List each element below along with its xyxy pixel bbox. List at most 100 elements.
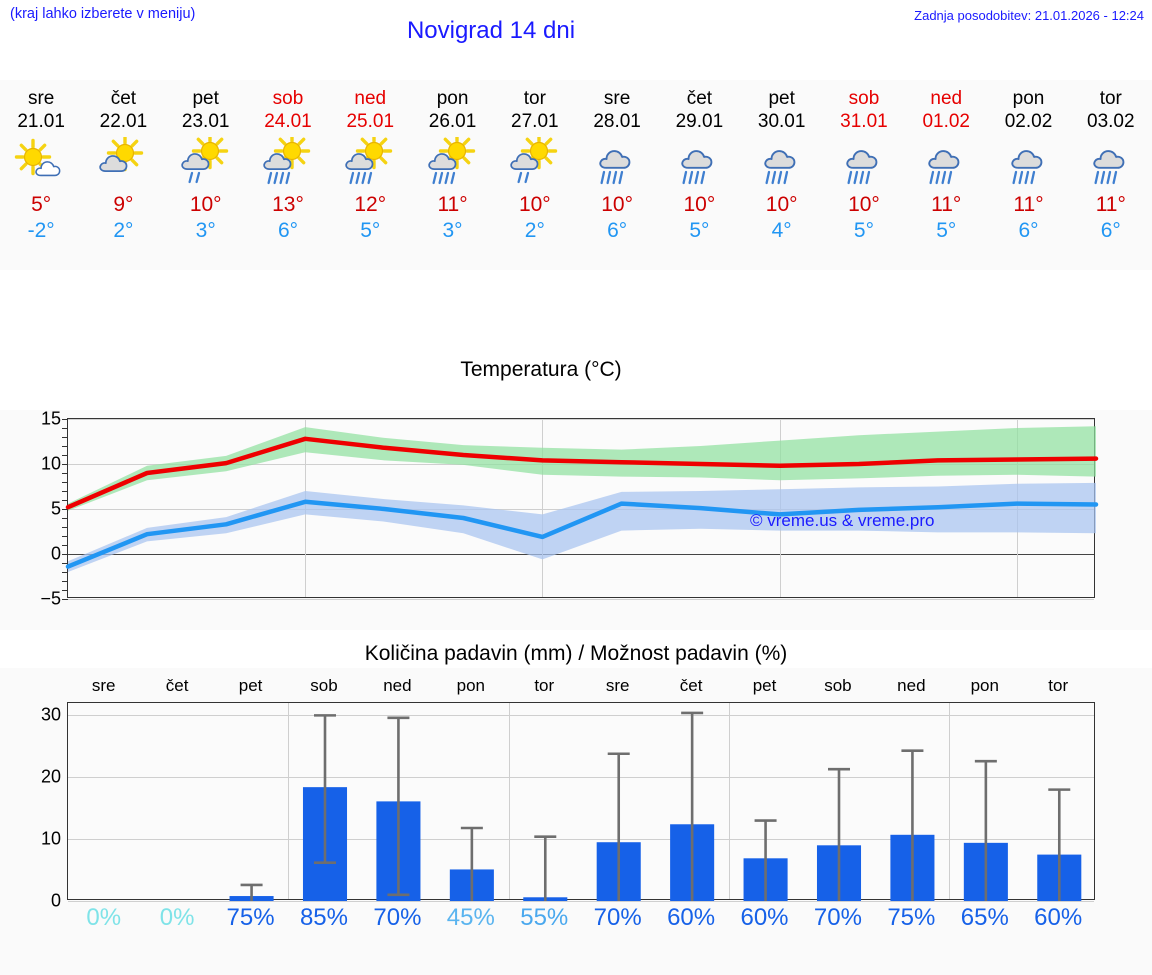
day-temp-min: 5° bbox=[360, 219, 381, 242]
precipitation-day-label: tor bbox=[1048, 676, 1069, 695]
day-temp-max: 9° bbox=[113, 193, 134, 216]
y-axis-minor-tick bbox=[62, 563, 68, 564]
day-name: tor bbox=[1099, 88, 1122, 109]
day-name: sre bbox=[603, 88, 631, 109]
y-axis-minor-tick bbox=[62, 491, 68, 492]
day-column[interactable]: čet 22.01 9° 2° bbox=[82, 80, 164, 270]
y-axis-minor-tick bbox=[62, 437, 68, 438]
day-column[interactable]: tor 27.01 10° 2° bbox=[494, 80, 576, 270]
vertical-gridline bbox=[288, 703, 290, 899]
day-temp-max: 11° bbox=[437, 193, 468, 216]
precipitation-day-labels: sre čet pet sob ned pon tor sre čet pet sob ned pon t… bbox=[67, 676, 1095, 696]
y-axis-tick-label: −5 bbox=[40, 588, 61, 609]
y-axis-minor-tick bbox=[62, 464, 68, 465]
precipitation-probability: 55% bbox=[520, 904, 569, 931]
day-column[interactable]: sob 31.01 10° 5° bbox=[823, 80, 905, 270]
precipitation-probability: 85% bbox=[299, 904, 348, 931]
precipitation-day-label: pon bbox=[456, 676, 485, 695]
day-column[interactable]: pon 26.01 11° 3° bbox=[411, 80, 493, 270]
precipitation-chart: 30 20 10 0 bbox=[41, 702, 1095, 911]
day-name: ned bbox=[354, 88, 387, 109]
vertical-gridline bbox=[542, 419, 544, 597]
day-column[interactable]: ned 25.01 12° 5° bbox=[329, 80, 411, 270]
day-column[interactable]: tor 03.02 11° 6° bbox=[1070, 80, 1152, 270]
precipitation-day-label: pet bbox=[752, 676, 777, 695]
watermark: © vreme.us & vreme.pro bbox=[750, 511, 935, 530]
y-axis-minor-tick bbox=[62, 428, 68, 429]
location-menu-note[interactable]: (kraj lahko izberete v meniju) bbox=[10, 6, 196, 22]
day-date: 21.01 bbox=[17, 111, 65, 132]
day-name: čet bbox=[110, 88, 137, 109]
day-date: 26.01 bbox=[428, 111, 477, 132]
vertical-gridline bbox=[949, 703, 951, 899]
temperature-chart-panel: Temperatura (°C) 15 10 5 0 −5 © vreme.us & v… bbox=[0, 358, 1152, 630]
day-name: sob bbox=[272, 88, 304, 109]
day-column[interactable]: ned 01.02 11° 5° bbox=[905, 80, 987, 270]
precipitation-day-label: čet bbox=[679, 676, 703, 695]
page-title-text: Novigrad 14 dni bbox=[406, 17, 576, 44]
day-temp-min: 6° bbox=[607, 219, 628, 242]
precipitation-day-label: sob bbox=[310, 676, 338, 695]
day-column[interactable]: pet 30.01 10° 4° bbox=[741, 80, 823, 270]
day-temp-max: 11° bbox=[1013, 193, 1044, 216]
y-axis-minor-tick bbox=[62, 536, 68, 537]
precipitation-day-label: sre bbox=[91, 676, 116, 695]
temperature-line bbox=[65, 499, 1099, 569]
day-temp-max: 5° bbox=[31, 193, 52, 216]
vertical-gridline bbox=[508, 703, 510, 899]
day-date: 29.01 bbox=[675, 111, 724, 132]
y-axis-tick-label: 0 bbox=[50, 543, 61, 564]
day-name: pon bbox=[1012, 88, 1045, 109]
day-name: pet bbox=[768, 88, 795, 109]
cloud-rain-icon bbox=[836, 135, 892, 191]
y-axis-minor-tick bbox=[62, 482, 68, 483]
temperature-uncertainty-band bbox=[68, 482, 1096, 572]
y-axis-tick-label: 15 bbox=[40, 408, 61, 429]
day-date: 24.01 bbox=[264, 111, 312, 132]
day-date: 27.01 bbox=[511, 111, 559, 132]
y-axis-minor-tick bbox=[62, 527, 68, 528]
day-column[interactable]: sre 28.01 10° 6° bbox=[576, 80, 658, 270]
day-temp-max: 10° bbox=[518, 193, 551, 216]
precipitation-day-label: pon bbox=[970, 676, 999, 695]
gridline bbox=[68, 715, 1094, 717]
y-axis-minor-tick bbox=[62, 446, 68, 447]
day-column[interactable]: sob 24.01 13° 6° bbox=[247, 80, 329, 270]
day-temp-max: 13° bbox=[272, 193, 304, 216]
precipitation-chart-title-text: Količina padavin (mm) / Možnost padavin … bbox=[364, 642, 788, 665]
y-axis-minor-tick bbox=[62, 590, 68, 591]
precipitation-probability: 70% bbox=[373, 904, 422, 931]
day-date: 01.02 bbox=[922, 111, 970, 132]
sun-cloud-light-rain-icon bbox=[507, 135, 563, 191]
page-header: (kraj lahko izberete v meniju) Novigrad … bbox=[0, 0, 1152, 78]
sun-small-cloud-icon bbox=[13, 135, 69, 191]
precipitation-probability: 60% bbox=[667, 904, 716, 931]
y-axis-tick-label: 10 bbox=[40, 828, 61, 849]
day-temp-max: 10° bbox=[601, 193, 633, 216]
y-axis-minor-tick bbox=[62, 545, 68, 546]
precipitation-series-layer bbox=[229, 711, 1082, 901]
temperature-line bbox=[65, 436, 1099, 510]
day-column[interactable]: čet 29.01 10° 5° bbox=[658, 80, 740, 270]
precipitation-day-label: tor bbox=[534, 676, 555, 695]
day-temp-min: -2° bbox=[27, 219, 55, 242]
day-column[interactable]: sre 21.01 5° -2° bbox=[0, 80, 82, 270]
day-temp-min: 6° bbox=[277, 219, 299, 242]
day-name: sre bbox=[27, 88, 55, 109]
day-name: tor bbox=[523, 88, 546, 109]
temperature-chart-title: Temperatura (°C) bbox=[0, 358, 1152, 382]
day-column[interactable]: pon 02.02 11° 6° bbox=[987, 80, 1069, 270]
day-temp-min: 5° bbox=[936, 219, 957, 242]
day-column[interactable]: pet 23.01 10° 3° bbox=[165, 80, 247, 270]
day-temp-max: 10° bbox=[848, 193, 880, 216]
sun-cloud-light-rain-icon bbox=[178, 135, 234, 191]
day-temp-max: 10° bbox=[189, 193, 222, 216]
precipitation-chart-title: Količina padavin (mm) / Možnost padavin … bbox=[0, 642, 1152, 666]
cloud-rain-icon bbox=[1001, 135, 1057, 191]
y-axis-minor-tick bbox=[62, 599, 68, 600]
day-temp-min: 3° bbox=[442, 219, 463, 242]
y-axis-tick-label: 0 bbox=[50, 890, 61, 911]
precipitation-probability: 60% bbox=[740, 904, 789, 931]
precipitation-day-label: ned bbox=[383, 676, 412, 695]
y-axis-minor-tick bbox=[62, 500, 68, 501]
